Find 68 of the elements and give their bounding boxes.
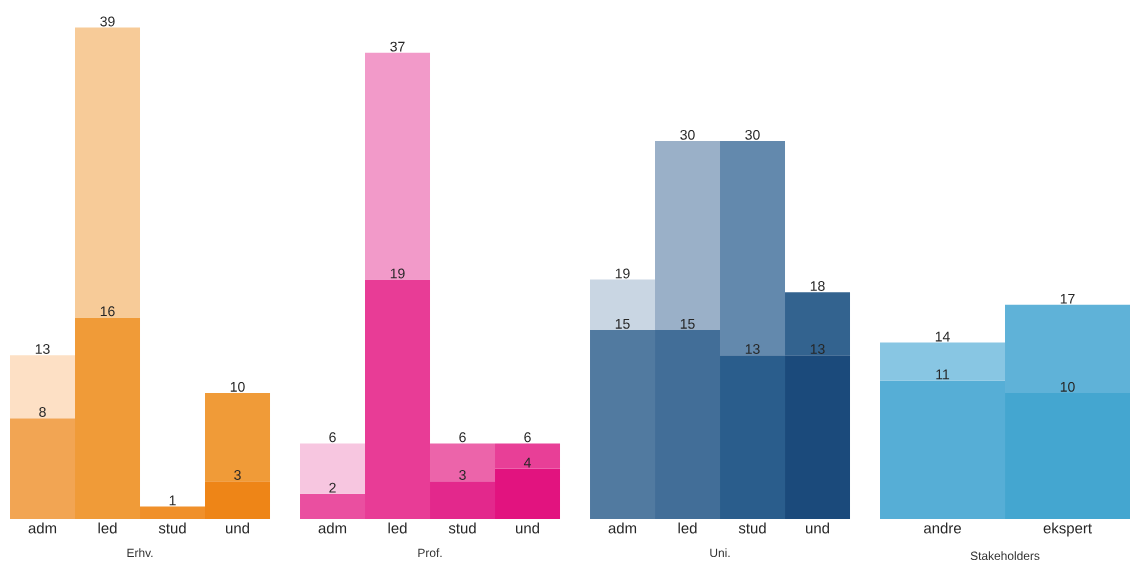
x-tick-label: und [516,522,540,534]
data-label: 13 [745,344,760,354]
total-label: 30 [680,129,695,140]
bar [10,355,76,419]
data-label: 15 [615,319,630,329]
x-tick-label: led [678,522,697,534]
bar [495,443,561,469]
x-tick-label: stud [158,522,186,534]
x-tick-label: und [806,522,830,534]
total-label: 19 [615,268,630,279]
total-label: 37 [390,41,405,52]
bar [365,279,431,519]
data-label: 19 [390,268,405,279]
data-label: 11 [936,369,950,380]
bar [205,481,271,519]
bar [1005,392,1130,519]
bar [10,418,76,519]
x-tick-label: led [98,522,117,534]
data-label: 16 [100,306,115,317]
x-axis-title: Erhv. [127,548,153,557]
bar [590,329,656,519]
data-label: 15 [680,319,695,329]
bar [495,468,561,519]
total-label: 6 [459,432,466,443]
x-tick-label: stud [448,522,476,534]
x-tick-label: adm [28,522,57,534]
bar [300,443,366,494]
bar [75,27,141,318]
total-label: 18 [810,281,825,291]
total-label: 13 [35,344,50,354]
total-label: 6 [524,432,531,443]
bar [430,443,496,482]
bar [590,279,656,330]
data-label: 10 [1060,381,1075,392]
data-label: 4 [523,457,531,468]
data-label: 8 [39,407,46,417]
bar [655,140,721,330]
bar [430,481,496,519]
bar [140,506,206,519]
total-label: 10 [230,381,245,392]
bar [300,493,366,519]
bar [880,342,1006,381]
x-axis-title: Prof. [418,548,442,558]
x-tick-label: andre [924,522,961,534]
bar [655,329,721,519]
x-axis-title: Uni. [710,548,730,558]
total-label: 1 [169,495,176,506]
x-tick-label: adm [318,522,347,534]
total-label: 14 [935,331,950,342]
bar [785,355,851,519]
total-label: 30 [745,129,760,140]
bar [720,140,786,356]
data-label: 3 [459,470,466,480]
total-label: 17 [1060,293,1075,304]
bar [720,355,786,519]
data-label: 2 [329,482,336,493]
x-tick-label: ekspert [1043,522,1092,537]
data-label: 13 [810,344,825,354]
total-label: 39 [100,16,115,27]
x-tick-label: adm [608,522,637,534]
total-label: 6 [329,432,336,443]
x-tick-label: led [388,522,407,534]
x-axis-title: Stakeholders [970,551,1040,561]
x-tick-label: und [226,522,249,534]
data-label: 3 [234,470,241,480]
x-tick-label: stud [738,522,766,534]
bar [365,52,431,280]
bar [785,292,851,356]
